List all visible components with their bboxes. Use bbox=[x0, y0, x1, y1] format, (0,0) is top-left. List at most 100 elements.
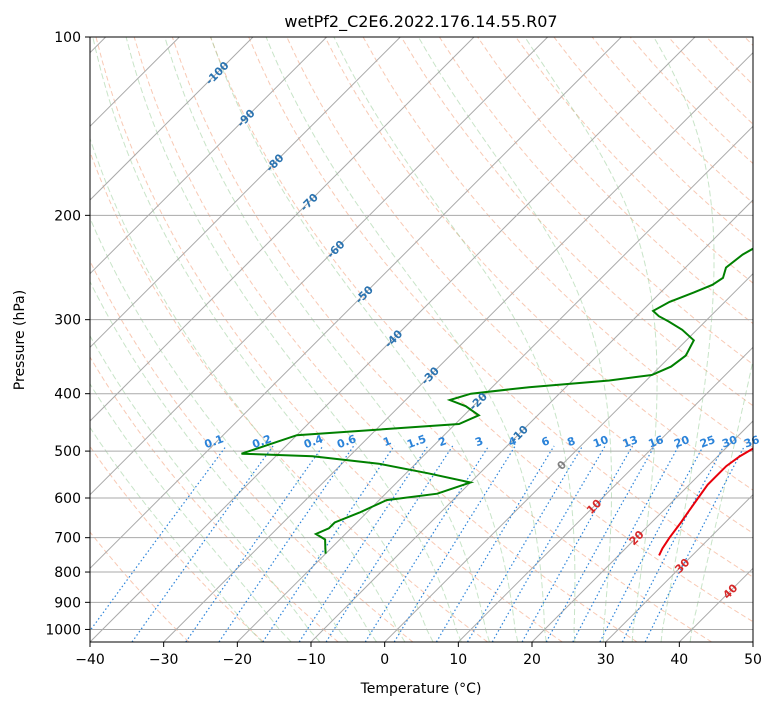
moist-adiabat bbox=[92, 37, 434, 642]
dry-adiabat bbox=[90, 150, 488, 642]
mixing-ratio-line bbox=[218, 445, 355, 642]
isotherm bbox=[90, 37, 328, 275]
isotherm bbox=[90, 37, 622, 570]
mixing-ratio-line bbox=[298, 445, 429, 642]
y-tick-label: 200 bbox=[54, 208, 81, 224]
mixing-ratio-label: 4 bbox=[507, 434, 519, 449]
dry-adiabat bbox=[90, 445, 264, 642]
moist-adiabat bbox=[90, 137, 406, 642]
dry-adiabat bbox=[90, 531, 190, 642]
moist-adiabat bbox=[333, 37, 576, 642]
moist-adiabat bbox=[125, 37, 462, 642]
profile-series bbox=[241, 247, 753, 556]
y-tick-label: 900 bbox=[54, 595, 81, 611]
x-tick-label: −10 bbox=[296, 652, 326, 668]
mixing-ratio-label: 8 bbox=[565, 434, 577, 449]
plot-frame bbox=[89, 36, 754, 643]
y-tick-label: 700 bbox=[54, 531, 81, 547]
isotherm bbox=[310, 199, 753, 642]
isotherm bbox=[90, 37, 254, 201]
dry-adiabat bbox=[210, 37, 753, 623]
dry-adiabat bbox=[95, 37, 563, 642]
mixing-ratio-line bbox=[131, 445, 274, 642]
y-tick-label: 500 bbox=[54, 444, 81, 460]
x-tick-label: −40 bbox=[75, 652, 105, 668]
mixing-ratio-line bbox=[364, 445, 490, 642]
y-tick-label: 400 bbox=[54, 387, 81, 403]
mixing-ratio-line bbox=[325, 445, 454, 642]
y-axis-label: Pressure (hPa) bbox=[12, 290, 28, 390]
mixing-ratio-label: 1 bbox=[381, 434, 393, 449]
isotherm bbox=[384, 272, 753, 642]
mixing-ratio-label: 20 bbox=[672, 433, 691, 451]
plot-area bbox=[90, 37, 753, 642]
mixing-ratio-label: 16 bbox=[647, 433, 666, 451]
mixing-ratio-line bbox=[621, 445, 725, 642]
moist-adiabat bbox=[90, 280, 349, 642]
x-tick-label: −20 bbox=[223, 652, 253, 668]
mixing-ratio-line bbox=[545, 445, 656, 642]
moist-adiabat bbox=[524, 37, 658, 642]
isotherm bbox=[531, 420, 753, 642]
moist-adiabat bbox=[689, 358, 753, 642]
isotherm bbox=[163, 51, 753, 642]
x-tick-label: −30 bbox=[149, 652, 179, 668]
x-tick-label: 20 bbox=[523, 652, 541, 668]
mixing-ratio-line bbox=[466, 445, 584, 642]
mixing-ratio-label: 2 bbox=[437, 434, 449, 449]
mixing-ratio-line bbox=[393, 445, 516, 642]
dry-adiabat bbox=[90, 356, 339, 642]
isotherm bbox=[90, 37, 475, 422]
dewpoint-profile bbox=[241, 247, 753, 554]
temperature-profile bbox=[658, 447, 753, 556]
background-lines bbox=[90, 37, 753, 642]
dry-adiabat bbox=[133, 37, 638, 642]
axes: −40 −30 −20 −10 0 10 20 30 40 5010020030040050060… bbox=[45, 30, 762, 668]
mixing-ratio-label: 13 bbox=[621, 433, 640, 450]
x-tick-label: 0 bbox=[380, 652, 389, 668]
chart-title: wetPf2_C2E6.2022.176.14.55.R07 bbox=[284, 12, 557, 32]
x-tick-label: 40 bbox=[670, 652, 688, 668]
moist-adiabat bbox=[90, 334, 321, 642]
mixing-ratio-label: 0.4 bbox=[302, 432, 325, 451]
y-tick-label: 300 bbox=[54, 313, 81, 329]
x-tick-label: 10 bbox=[449, 652, 467, 668]
isotherm bbox=[90, 37, 549, 496]
mixing-ratio-label: 30 bbox=[720, 433, 739, 451]
moist-adiabat bbox=[417, 37, 613, 642]
mixing-ratio-label: 3 bbox=[473, 434, 485, 449]
moist-adiabat bbox=[164, 37, 490, 642]
moist-adiabat bbox=[653, 37, 715, 642]
mixing-ratio-line bbox=[644, 445, 746, 642]
isotherm bbox=[457, 346, 753, 642]
y-tick-label: 100 bbox=[54, 30, 81, 46]
mixing-ratio-label: 25 bbox=[698, 433, 717, 450]
isotherm bbox=[90, 37, 401, 349]
mixing-ratio-label: 0.2 bbox=[251, 432, 274, 451]
moist-adiabat bbox=[90, 216, 378, 642]
dry-adiabat bbox=[515, 37, 753, 284]
dry-adiabat bbox=[248, 37, 753, 578]
moist-adiabat bbox=[265, 37, 547, 642]
mixing-ratio-label: 0.6 bbox=[335, 432, 358, 451]
isotherm bbox=[236, 125, 753, 642]
mixing-ratio-label: 36 bbox=[742, 433, 761, 451]
mixing-ratio-label: 6 bbox=[540, 434, 552, 449]
mixing-ratio-line bbox=[521, 445, 634, 642]
dry-adiabat bbox=[400, 37, 753, 407]
dry-adiabat bbox=[324, 37, 753, 491]
mixing-ratio-line bbox=[185, 445, 324, 642]
isotherm bbox=[90, 37, 696, 642]
mixing-ratio-line bbox=[435, 445, 555, 642]
x-tick-label: 30 bbox=[597, 652, 615, 668]
mixing-ratio-label: 0.1 bbox=[203, 432, 226, 451]
isotherm bbox=[605, 493, 753, 642]
y-tick-label: 600 bbox=[54, 491, 81, 507]
dry-adiabat bbox=[438, 37, 753, 366]
x-tick-label: 50 bbox=[744, 652, 762, 668]
mixing-ratio-label: 1.5 bbox=[405, 432, 428, 451]
x-axis-label: Temperature (°C) bbox=[360, 681, 482, 697]
y-tick-label: 800 bbox=[54, 565, 81, 581]
mixing-ratio-label: 10 bbox=[591, 433, 610, 451]
